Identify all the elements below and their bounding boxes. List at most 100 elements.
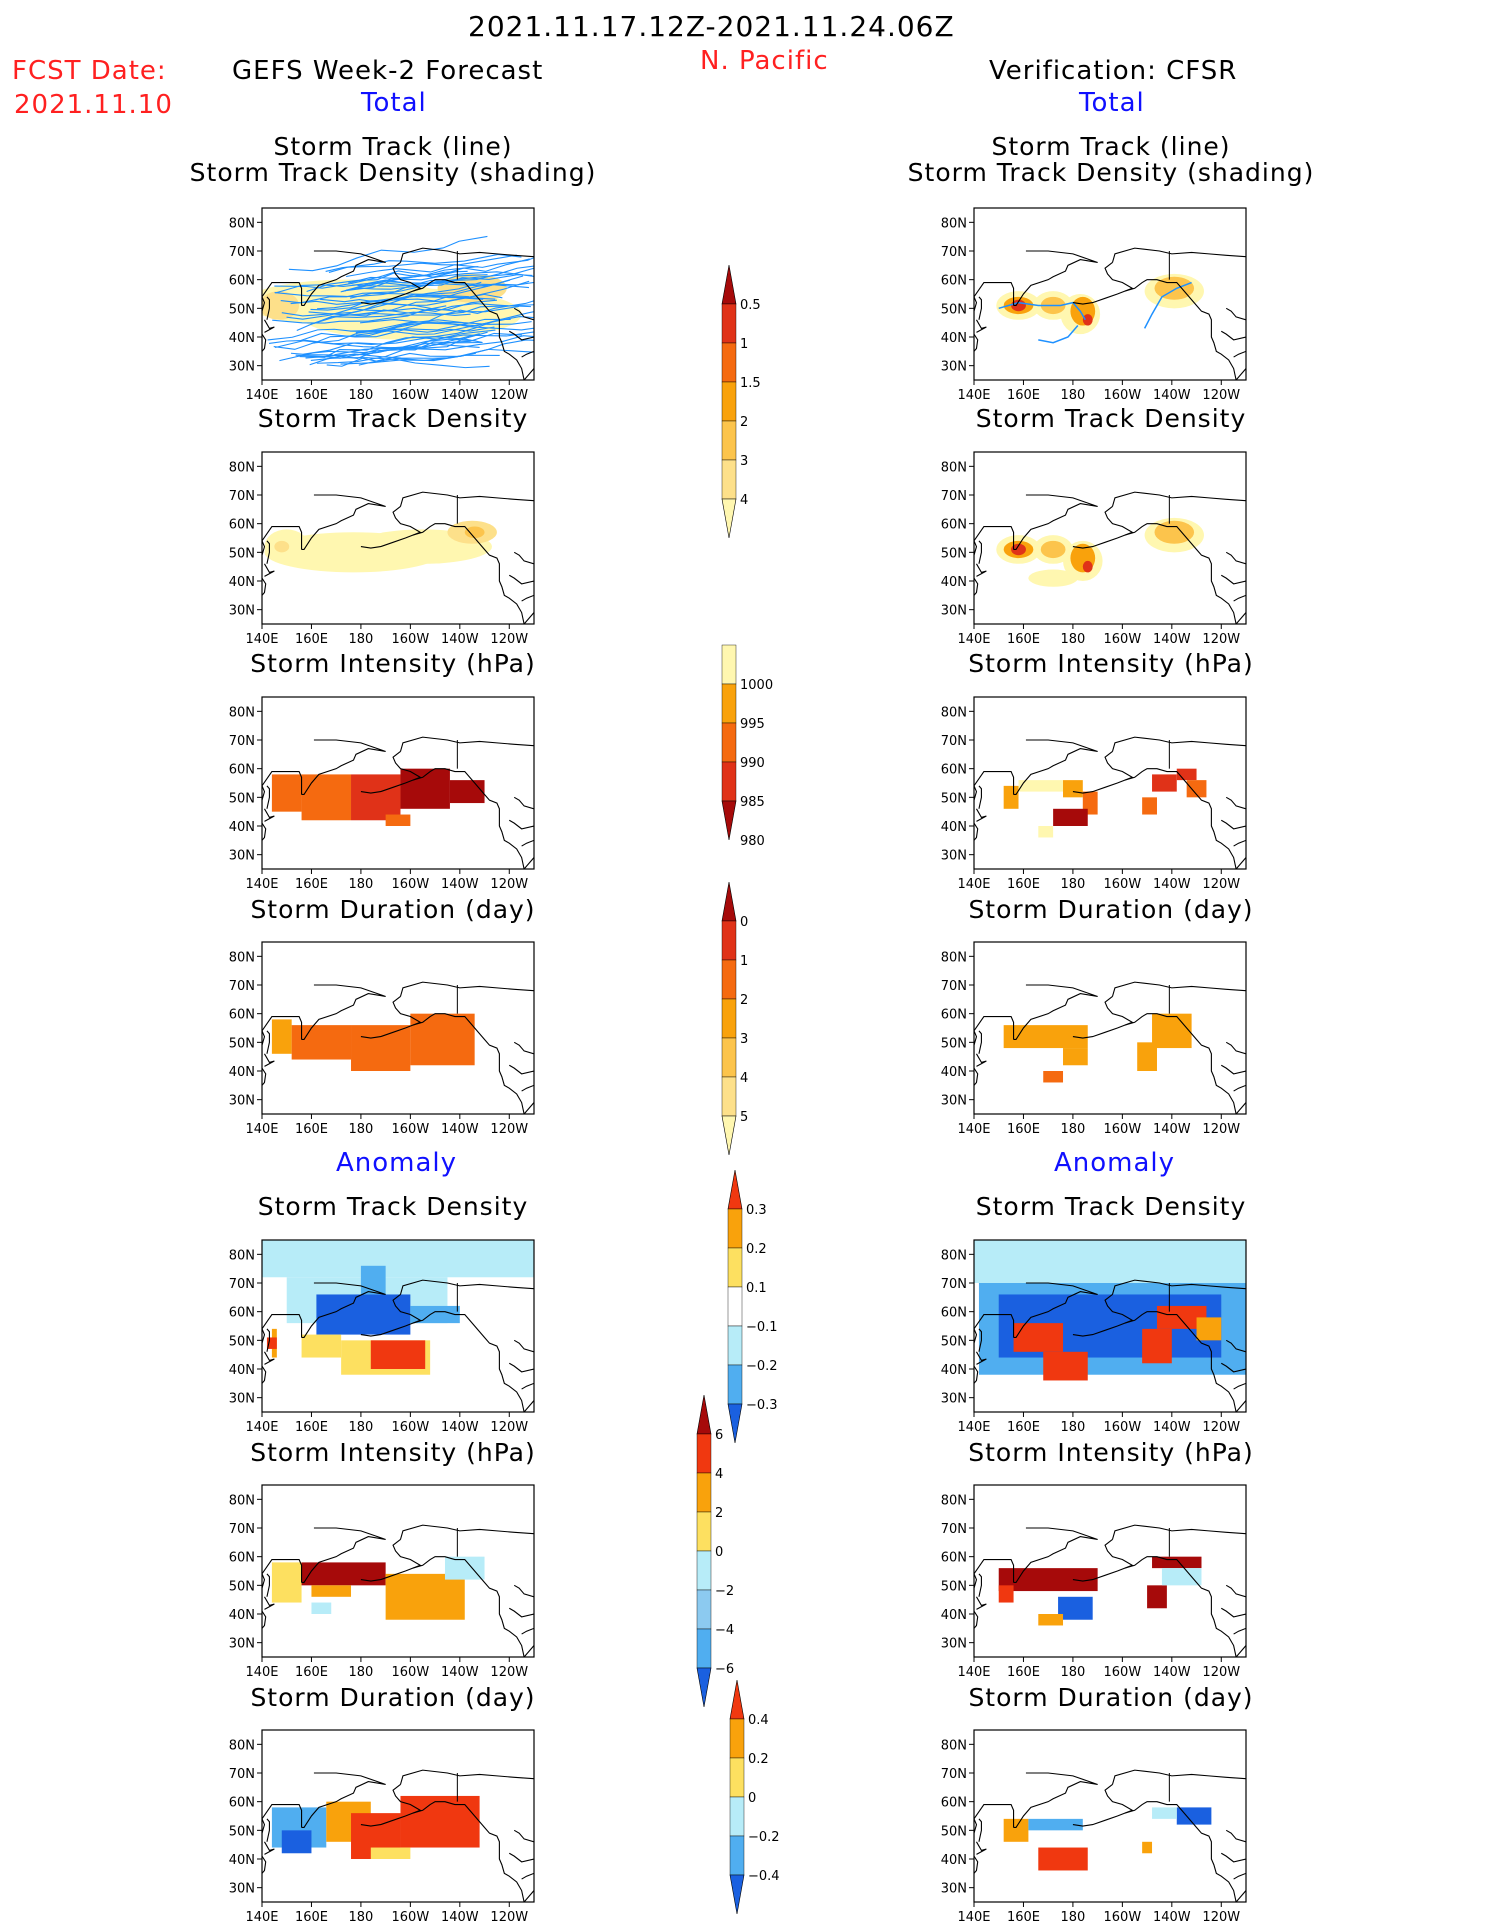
right-duration-panel: 80N 70N 60N 50N 40N 30N 140E 160E 180 160W 140W 120… (941, 941, 1247, 1137)
lon-tick-label: 120W (490, 1420, 528, 1435)
lon-tick-label: 140E (245, 388, 278, 403)
coastline (523, 1400, 534, 1412)
storm-track-line (325, 253, 522, 272)
coastline (262, 1313, 303, 1355)
anomaly-cell (1152, 1556, 1202, 1569)
lat-tick-label: 60N (229, 763, 255, 778)
coastline (1111, 491, 1246, 507)
lon-tick-label: 160W (392, 877, 430, 892)
coastline (1124, 279, 1237, 380)
colorbar-label: 985 (740, 795, 765, 810)
left-panel1-title-a: Storm Track (line) (273, 132, 513, 161)
storm-track-line (306, 270, 468, 293)
storm-track-line (280, 279, 458, 304)
colorbar-swatch (729, 1757, 745, 1798)
map-frame (261, 1239, 535, 1413)
density-shade (1011, 543, 1026, 556)
lat-tick-label: 60N (941, 518, 967, 533)
coastline (974, 822, 979, 841)
lon-tick-label: 180 (348, 632, 373, 647)
intensity-cell (1038, 826, 1054, 838)
coastline (1013, 739, 1098, 796)
coastline (1111, 981, 1246, 997)
intensity-cell (1018, 780, 1064, 792)
right-density-panel: 80N 70N 60N 50N 40N 30N 140E 160E 180 160W 140W 120… (941, 451, 1247, 647)
region-title: N. Pacific (700, 46, 829, 76)
colorbar-arrow (696, 1667, 712, 1708)
map-frame (261, 207, 535, 381)
lon-tick-label: 140W (441, 1910, 479, 1925)
colorbar-arrow (721, 1115, 737, 1156)
colorbar-label: 0.4 (748, 1713, 769, 1728)
lon-tick-label: 140E (957, 1665, 990, 1680)
storm-track-line (346, 304, 534, 316)
lon-tick-label: 160E (1007, 1665, 1040, 1680)
density-shade (1082, 314, 1093, 326)
colorbar-swatch (721, 722, 737, 763)
coastline (974, 577, 979, 596)
colorbar-label: 0 (748, 1791, 756, 1806)
lon-tick-label: 160W (1104, 632, 1142, 647)
coastline (513, 1584, 534, 1598)
colorbar-arrow (729, 1679, 745, 1720)
storm-track-line (310, 303, 520, 326)
storm-track-line (357, 265, 534, 287)
density-shade (1082, 560, 1093, 573)
coastline (301, 494, 386, 551)
coastline (1124, 768, 1237, 869)
coastline (266, 785, 270, 809)
lon-tick-label: 120W (1202, 877, 1240, 892)
lon-tick-label: 140E (957, 1910, 990, 1925)
map-frame (973, 207, 1247, 381)
lat-tick-label: 80N (941, 1248, 967, 1263)
coastline (399, 491, 534, 507)
lat-tick-label: 50N (941, 1334, 967, 1349)
lat-tick-label: 70N (229, 1277, 255, 1292)
storm-track-line (295, 338, 477, 359)
lon-tick-label: 140E (957, 632, 990, 647)
left-density-panel: 80N 70N 60N 50N 40N 30N 140E 160E 180 160W 140W 120… (229, 451, 535, 647)
colorbar-label: 2 (740, 415, 748, 430)
lon-tick-label: 160W (1104, 877, 1142, 892)
lat-tick-label: 30N (229, 604, 255, 619)
lat-tick-label: 60N (941, 763, 967, 778)
storm-track-line (357, 331, 534, 356)
density-shade (1040, 540, 1066, 559)
anomaly-cell (1196, 1317, 1222, 1341)
intensity-cell (449, 780, 485, 804)
left-total-label: Total (361, 88, 427, 118)
lon-tick-label: 120W (490, 1665, 528, 1680)
lat-tick-label: 70N (941, 1277, 967, 1292)
coastline (301, 1772, 386, 1829)
coastline (975, 1053, 987, 1067)
lat-tick-label: 60N (229, 1551, 255, 1566)
colorbar-label: 2 (715, 1506, 723, 1521)
coastline (513, 1041, 534, 1055)
lon-tick-label: 160E (295, 1420, 328, 1435)
coastline (1225, 796, 1246, 810)
right-panel1-title-a: Storm Track (line) (991, 132, 1231, 161)
lat-tick-label: 60N (229, 1008, 255, 1023)
lat-tick-label: 50N (941, 1824, 967, 1839)
coastline (974, 1558, 1015, 1600)
colorbar-label: 3 (740, 1032, 748, 1047)
anomaly-cell (444, 1556, 485, 1580)
density-shade (1028, 569, 1078, 587)
lat-tick-label: 80N (229, 1493, 255, 1508)
colorbar-swatch (727, 1208, 743, 1249)
intensity-cell (1053, 808, 1088, 826)
map-frame (973, 1484, 1247, 1658)
lon-tick-label: 160W (392, 1665, 430, 1680)
map-frame (973, 451, 1247, 625)
map-data-layer (974, 247, 1246, 380)
lat-tick-label: 30N (229, 1094, 255, 1109)
anomaly-cell (311, 1585, 352, 1597)
lat-tick-label: 40N (941, 575, 967, 590)
intensity-cell (1142, 797, 1157, 815)
lat-tick-label: 50N (941, 1579, 967, 1594)
coastline (1111, 1524, 1246, 1540)
colorbar-swatch (721, 1076, 737, 1117)
storm-track-line (346, 257, 534, 278)
right-column-title: Verification: CFSR (989, 56, 1238, 86)
storm-track-line (1038, 325, 1079, 344)
